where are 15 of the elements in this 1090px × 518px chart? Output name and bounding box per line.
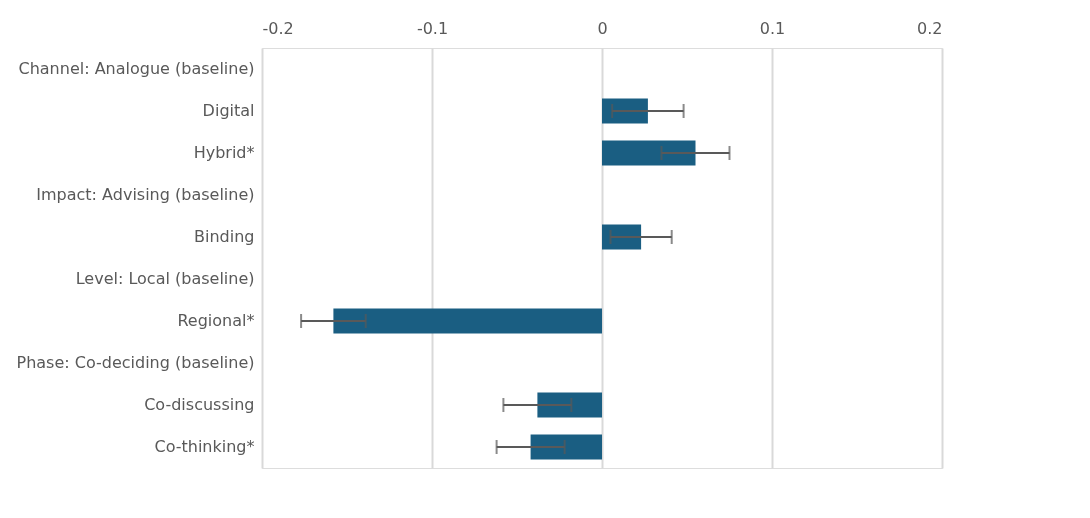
y-tick-label: Phase: Co-deciding (baseline) — [16, 353, 255, 372]
y-tick-label: Co-thinking* — [154, 437, 255, 456]
y-tick-label: Hybrid* — [193, 143, 255, 162]
y-tick-label: Channel: Analogue (baseline) — [18, 59, 255, 78]
x-tick-label: -0.1 — [416, 18, 449, 38]
y-tick-label: Binding — [194, 227, 255, 246]
x-tick-label: 0.1 — [759, 18, 786, 38]
x-tick-label: -0.2 — [262, 18, 294, 38]
y-tick-label: Co-discussing — [144, 395, 255, 414]
y-tick-label: Regional* — [177, 311, 255, 330]
x-tick-label: 0.2 — [917, 18, 943, 38]
y-tick-label: Digital — [202, 101, 255, 120]
y-tick-label: Level: Local (baseline) — [75, 269, 255, 288]
y-tick-label: Impact: Advising (baseline) — [36, 185, 255, 204]
x-tick-label: 0 — [597, 18, 608, 38]
